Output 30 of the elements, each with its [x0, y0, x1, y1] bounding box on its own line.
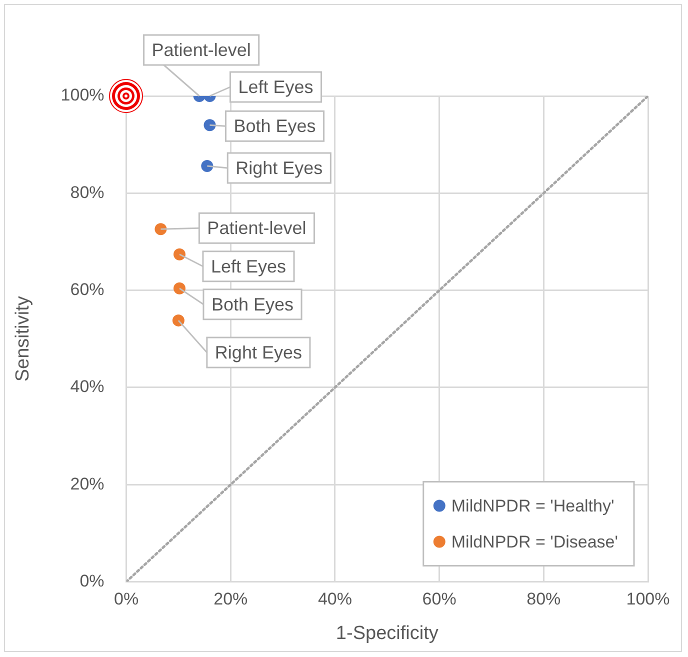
point	[173, 282, 186, 294]
y-tick-label: 100%	[60, 86, 104, 105]
y-tick-label: 80%	[70, 182, 104, 202]
x-tick-label: 100%	[626, 590, 670, 609]
y-axis-title: Sensitivity	[12, 296, 34, 382]
x-tick-label: 40%	[318, 590, 352, 609]
annotation: Both Eyes	[234, 116, 316, 136]
legend-label: MildNPDR = 'Healthy'	[451, 496, 614, 516]
x-axis-title: 1-Specificity	[336, 622, 439, 644]
y-tick-label: 0%	[80, 571, 104, 590]
x-tick-label: 60%	[422, 590, 456, 609]
point	[201, 160, 214, 172]
legend-label: MildNPDR = 'Disease'	[451, 532, 618, 552]
point	[173, 248, 186, 260]
y-tick-label: 40%	[70, 377, 104, 396]
x-tick-label: 80%	[526, 590, 561, 609]
x-tick-label: 0%	[114, 590, 139, 609]
point	[172, 314, 184, 326]
annotation: Patient-level	[152, 40, 251, 60]
x-tick-label: 20%	[214, 590, 248, 609]
point	[154, 223, 167, 236]
y-tick-label: 20%	[70, 474, 104, 494]
annotation: Right Eyes	[236, 158, 323, 178]
annotation: Left Eyes	[238, 76, 314, 97]
annotation: Patient-level	[207, 218, 306, 238]
annotation: Right Eyes	[214, 342, 302, 362]
y-tick-label: 60%	[70, 280, 104, 300]
annotation: Left Eyes	[210, 256, 286, 276]
point	[204, 119, 216, 132]
annotation: Both Eyes	[211, 294, 294, 314]
